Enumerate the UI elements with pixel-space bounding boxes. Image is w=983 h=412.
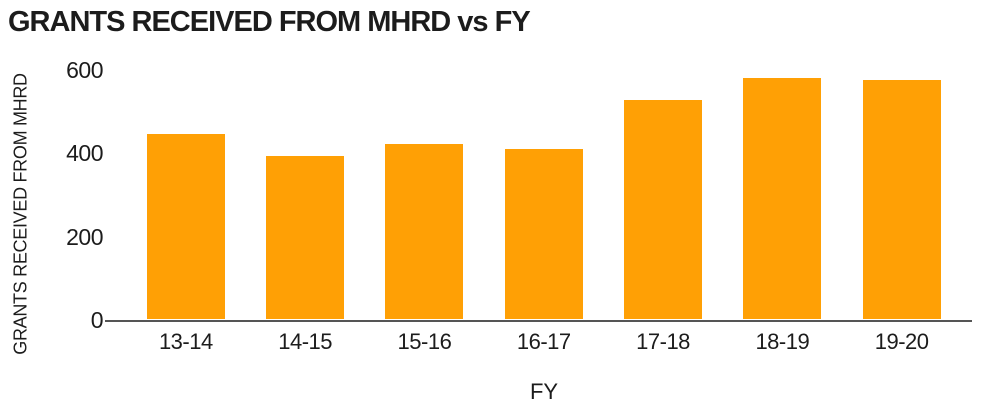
y-tick-label: 600 bbox=[66, 57, 103, 83]
y-tick-label: 400 bbox=[66, 140, 103, 167]
x-tick-label: 16-17 bbox=[516, 329, 571, 354]
bar-18-19 bbox=[743, 77, 822, 319]
x-axis-line bbox=[105, 319, 972, 322]
x-tick-label: 19-20 bbox=[874, 329, 929, 354]
y-axis-title: GRANTS RECEIVED FROM MHRD bbox=[10, 73, 31, 355]
x-axis-title: FY bbox=[529, 379, 559, 404]
chart-title: GRANTS RECEIVED FROM MHRD vs FY bbox=[8, 6, 531, 38]
bar-13-14 bbox=[146, 133, 225, 319]
bar-16-17 bbox=[504, 149, 583, 319]
bar-19-20 bbox=[862, 80, 941, 319]
y-tick-label: 0 bbox=[90, 307, 104, 333]
x-tick-label: 13-14 bbox=[158, 329, 213, 354]
bar-14-15 bbox=[266, 155, 345, 319]
bar-17-18 bbox=[624, 100, 703, 319]
bar-15-16 bbox=[385, 143, 464, 319]
x-tick-label: 18-19 bbox=[755, 329, 810, 354]
x-tick-label: 17-18 bbox=[636, 329, 690, 354]
x-tick-label: 15-16 bbox=[397, 329, 452, 354]
y-tick-label: 200 bbox=[66, 223, 103, 250]
x-tick-label: 14-15 bbox=[278, 329, 333, 354]
